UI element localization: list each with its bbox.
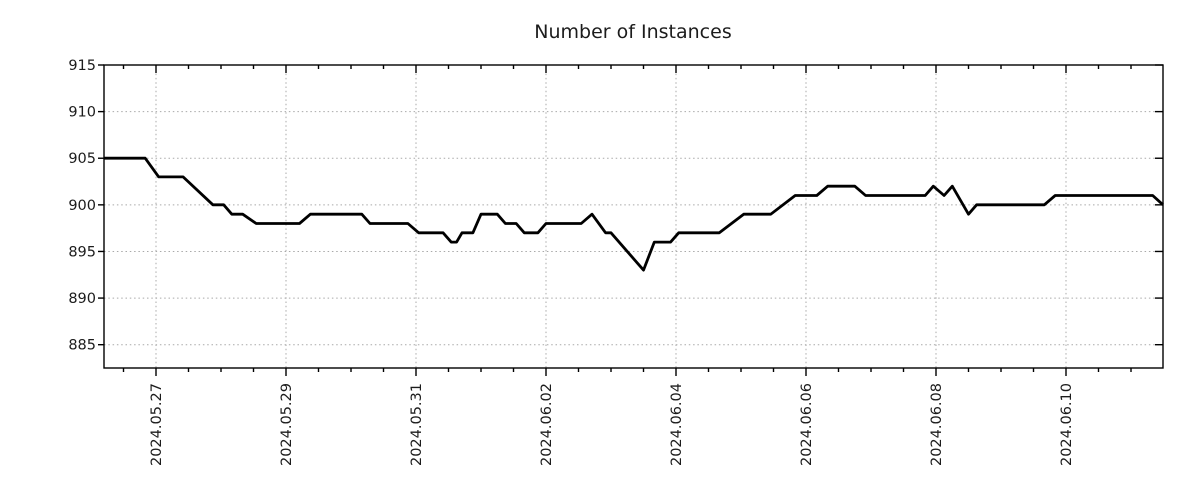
y-tick-label: 890	[68, 291, 96, 307]
y-tick-label: 905	[68, 151, 96, 167]
x-tick-label: 2024.06.08	[929, 383, 945, 466]
y-tick-label: 885	[68, 338, 96, 354]
x-tick-label: 2024.06.02	[539, 383, 555, 466]
y-tick-label: 910	[68, 105, 96, 121]
series-layer	[104, 156, 1164, 272]
plot-border	[103, 64, 1164, 369]
axis-label-layer: 885 890 895 900 905 910 915 2024.05.27 2024.05.2…	[68, 58, 1075, 466]
chart-title: Number of Instances	[534, 21, 731, 43]
grid-layer	[104, 65, 1163, 368]
y-tick-label: 895	[68, 244, 96, 260]
y-tick-label: 900	[68, 198, 96, 214]
x-tick-label: 2024.05.29	[279, 383, 295, 466]
x-tick-label: 2024.05.27	[149, 383, 165, 466]
x-tick-label: 2024.05.31	[409, 383, 425, 466]
x-tick-label: 2024.06.10	[1059, 383, 1075, 466]
x-tick-label: 2024.06.04	[669, 383, 685, 466]
data-line	[104, 156, 1164, 272]
y-tick-label: 915	[68, 58, 96, 74]
x-tick-label: 2024.06.06	[799, 383, 815, 466]
